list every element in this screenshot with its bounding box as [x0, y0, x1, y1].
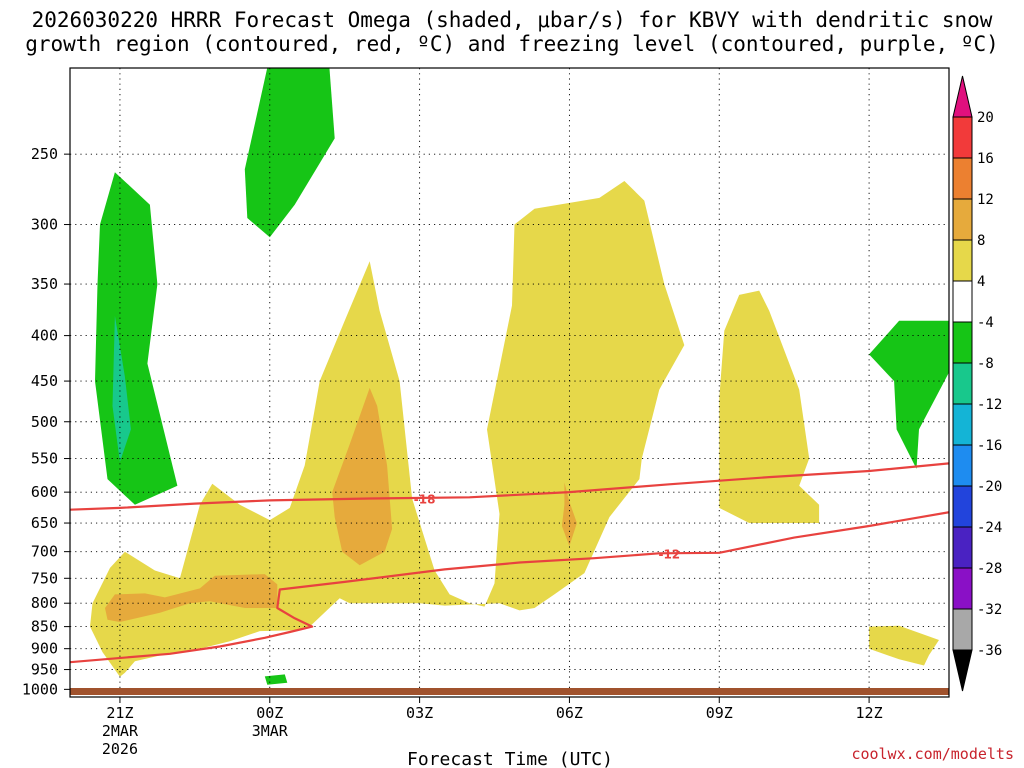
omega-region-7: [869, 625, 939, 666]
colorbar-label-5: -4: [977, 315, 994, 331]
colorbar-bottom-arrow: [952, 649, 973, 692]
y-tick-label-950: 950: [31, 661, 58, 679]
omega-region-2: [244, 68, 335, 238]
axis-layer: 250 300 350 400 450 500 550 600 650 700 750 800 850 9…: [22, 145, 883, 758]
x-tick-label-6-0: 03Z: [406, 704, 433, 722]
y-tick-label-650: 650: [31, 514, 58, 532]
chart-title-line-2: growth region (contoured, red, ºC) and f…: [25, 32, 999, 56]
colorbar-swatch-0: [952, 116, 973, 159]
x-tick-label-3-0: 00Z: [256, 704, 283, 722]
colorbar-label-2: 12: [977, 192, 994, 208]
terrain-strip: [70, 688, 949, 695]
omega-region-5: [90, 181, 685, 677]
y-tick-label-900: 900: [31, 640, 58, 658]
colorbar-swatch-4: [952, 280, 973, 323]
colorbar: 20 16 12 8 4 -4 -8 -12 -16 -20 -24 -28 -32 -36: [952, 75, 1002, 692]
y-tick-label-400: 400: [31, 327, 58, 345]
chart-title-line-1: 2026030220 HRRR Forecast Omega (shaded, …: [31, 8, 993, 32]
dgz-contour-0: [70, 462, 949, 511]
x-tick-label-9-0: 06Z: [556, 704, 583, 722]
x-tick-label-0-0: 21Z: [106, 704, 133, 722]
plot-frame: [69, 67, 950, 698]
y-tick-label-1000: 1000: [22, 680, 58, 698]
y-tick-label-600: 600: [31, 483, 58, 501]
contour-label-0: -18: [414, 493, 436, 507]
colorbar-swatch-3: [952, 239, 973, 282]
omega-region-8: [105, 574, 278, 622]
contour-layer: -18 -12: [70, 462, 949, 664]
omega-shading-layer: [90, 68, 949, 685]
dgz-contour-1: [70, 511, 949, 664]
contour-label-1: -12: [658, 547, 680, 561]
x-axis-label: Forecast Time (UTC): [407, 749, 613, 768]
colorbar-swatch-8: [952, 444, 973, 487]
omega-region-1: [112, 315, 131, 462]
grid-layer: [70, 68, 949, 697]
y-tick-label-500: 500: [31, 413, 58, 431]
y-tick-label-300: 300: [31, 216, 58, 234]
omega-region-10: [561, 482, 577, 547]
colorbar-swatch-6: [952, 362, 973, 405]
y-tick-label-550: 550: [31, 450, 58, 468]
omega-region-3: [264, 674, 288, 685]
y-tick-label-350: 350: [31, 275, 58, 293]
omega-region-9: [332, 387, 393, 566]
colorbar-label-4: 4: [977, 274, 985, 290]
x-tick-label-0-1: 2MAR: [102, 722, 139, 740]
colorbar-label-7: -12: [977, 397, 1002, 413]
colorbar-swatch-5: [952, 321, 973, 364]
x-tick-label-15-0: 12Z: [856, 704, 883, 722]
colorbar-label-12: -32: [977, 602, 1002, 618]
colorbar-swatch-9: [952, 485, 973, 528]
colorbar-label-9: -20: [977, 479, 1002, 495]
colorbar-label-13: -36: [977, 643, 1002, 659]
x-tick-label-12-0: 09Z: [706, 704, 733, 722]
colorbar-label-0: 20: [977, 110, 994, 126]
x-tick-label-0-2: 2026: [102, 740, 138, 758]
colorbar-label-6: -8: [977, 356, 994, 372]
colorbar-label-10: -24: [977, 520, 1002, 536]
colorbar-swatch-2: [952, 198, 973, 241]
omega-region-4: [869, 320, 949, 469]
y-tick-label-750: 750: [31, 569, 58, 587]
y-tick-label-800: 800: [31, 594, 58, 612]
colorbar-top-arrow: [952, 75, 973, 118]
y-tick-label-250: 250: [31, 145, 58, 163]
y-tick-label-700: 700: [31, 543, 58, 561]
colorbar-swatch-12: [952, 608, 973, 651]
colorbar-swatch-1: [952, 157, 973, 200]
colorbar-swatch-7: [952, 403, 973, 446]
colorbar-label-11: -28: [977, 561, 1002, 577]
y-tick-label-850: 850: [31, 618, 58, 636]
x-tick-label-3-1: 3MAR: [252, 722, 289, 740]
colorbar-label-1: 16: [977, 151, 994, 167]
colorbar-label-8: -16: [977, 438, 1002, 454]
y-tick-label-450: 450: [31, 372, 58, 390]
colorbar-swatch-10: [952, 526, 973, 569]
omega-region-6: [719, 290, 820, 523]
colorbar-swatch-11: [952, 567, 973, 610]
colorbar-label-3: 8: [977, 233, 985, 249]
credit-link[interactable]: coolwx.com/modelts: [851, 745, 1014, 763]
